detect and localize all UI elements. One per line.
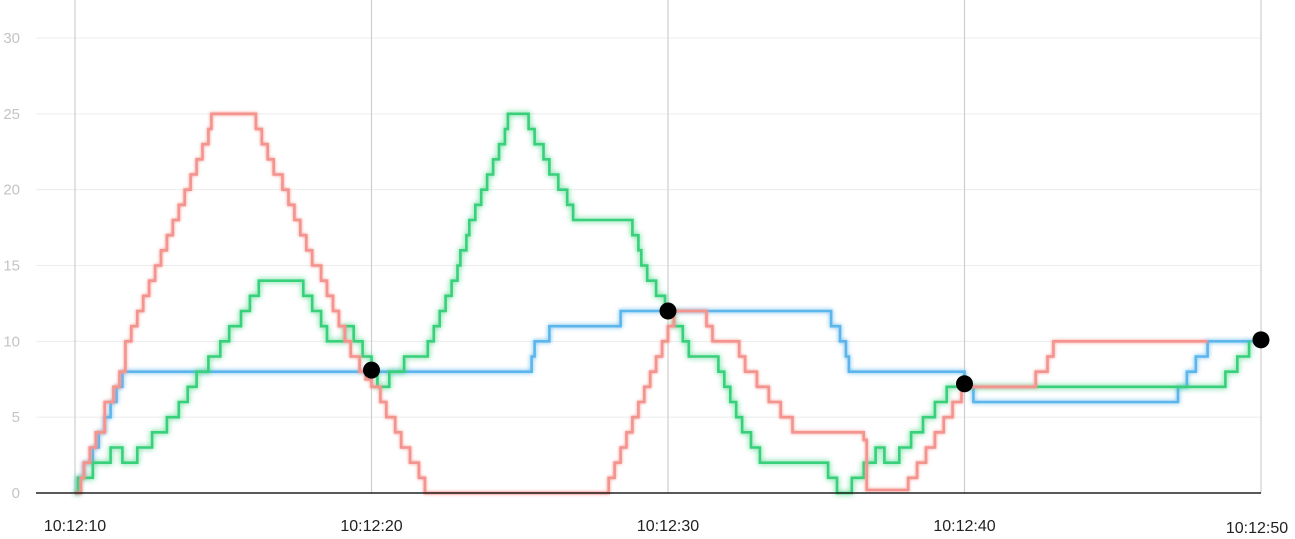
y-tick-label: 15 <box>3 258 20 275</box>
y-tick-label: 0 <box>12 485 20 502</box>
y-tick-label: 30 <box>3 30 20 47</box>
data-point-marker <box>1252 331 1270 349</box>
x-tick-label: 10:12:40 <box>933 518 995 535</box>
x-tick-label: 10:12:50 <box>1226 520 1288 537</box>
gridlines <box>36 0 1262 493</box>
series-lines <box>75 112 1261 495</box>
data-point-marker <box>956 375 973 393</box>
series-line-green <box>75 112 1251 495</box>
x-tick-label: 10:12:30 <box>637 518 699 535</box>
axes: 0 5 10 15 20 25 30 10:12:10 10:12:20 10:12:30 10:1… <box>3 30 1288 537</box>
y-tick-label: 25 <box>3 106 20 123</box>
data-point-marker <box>363 361 380 379</box>
series-line-blue <box>75 309 1261 495</box>
y-tick-label: 5 <box>12 409 20 426</box>
x-tick-label: 10:12:10 <box>44 518 106 535</box>
y-tick-label: 10 <box>3 333 20 350</box>
series-line-red <box>75 112 1208 495</box>
y-tick-label: 20 <box>3 182 20 199</box>
x-tick-label: 10:12:20 <box>340 518 402 535</box>
data-point-marker <box>659 302 677 320</box>
point-markers <box>363 302 1270 393</box>
